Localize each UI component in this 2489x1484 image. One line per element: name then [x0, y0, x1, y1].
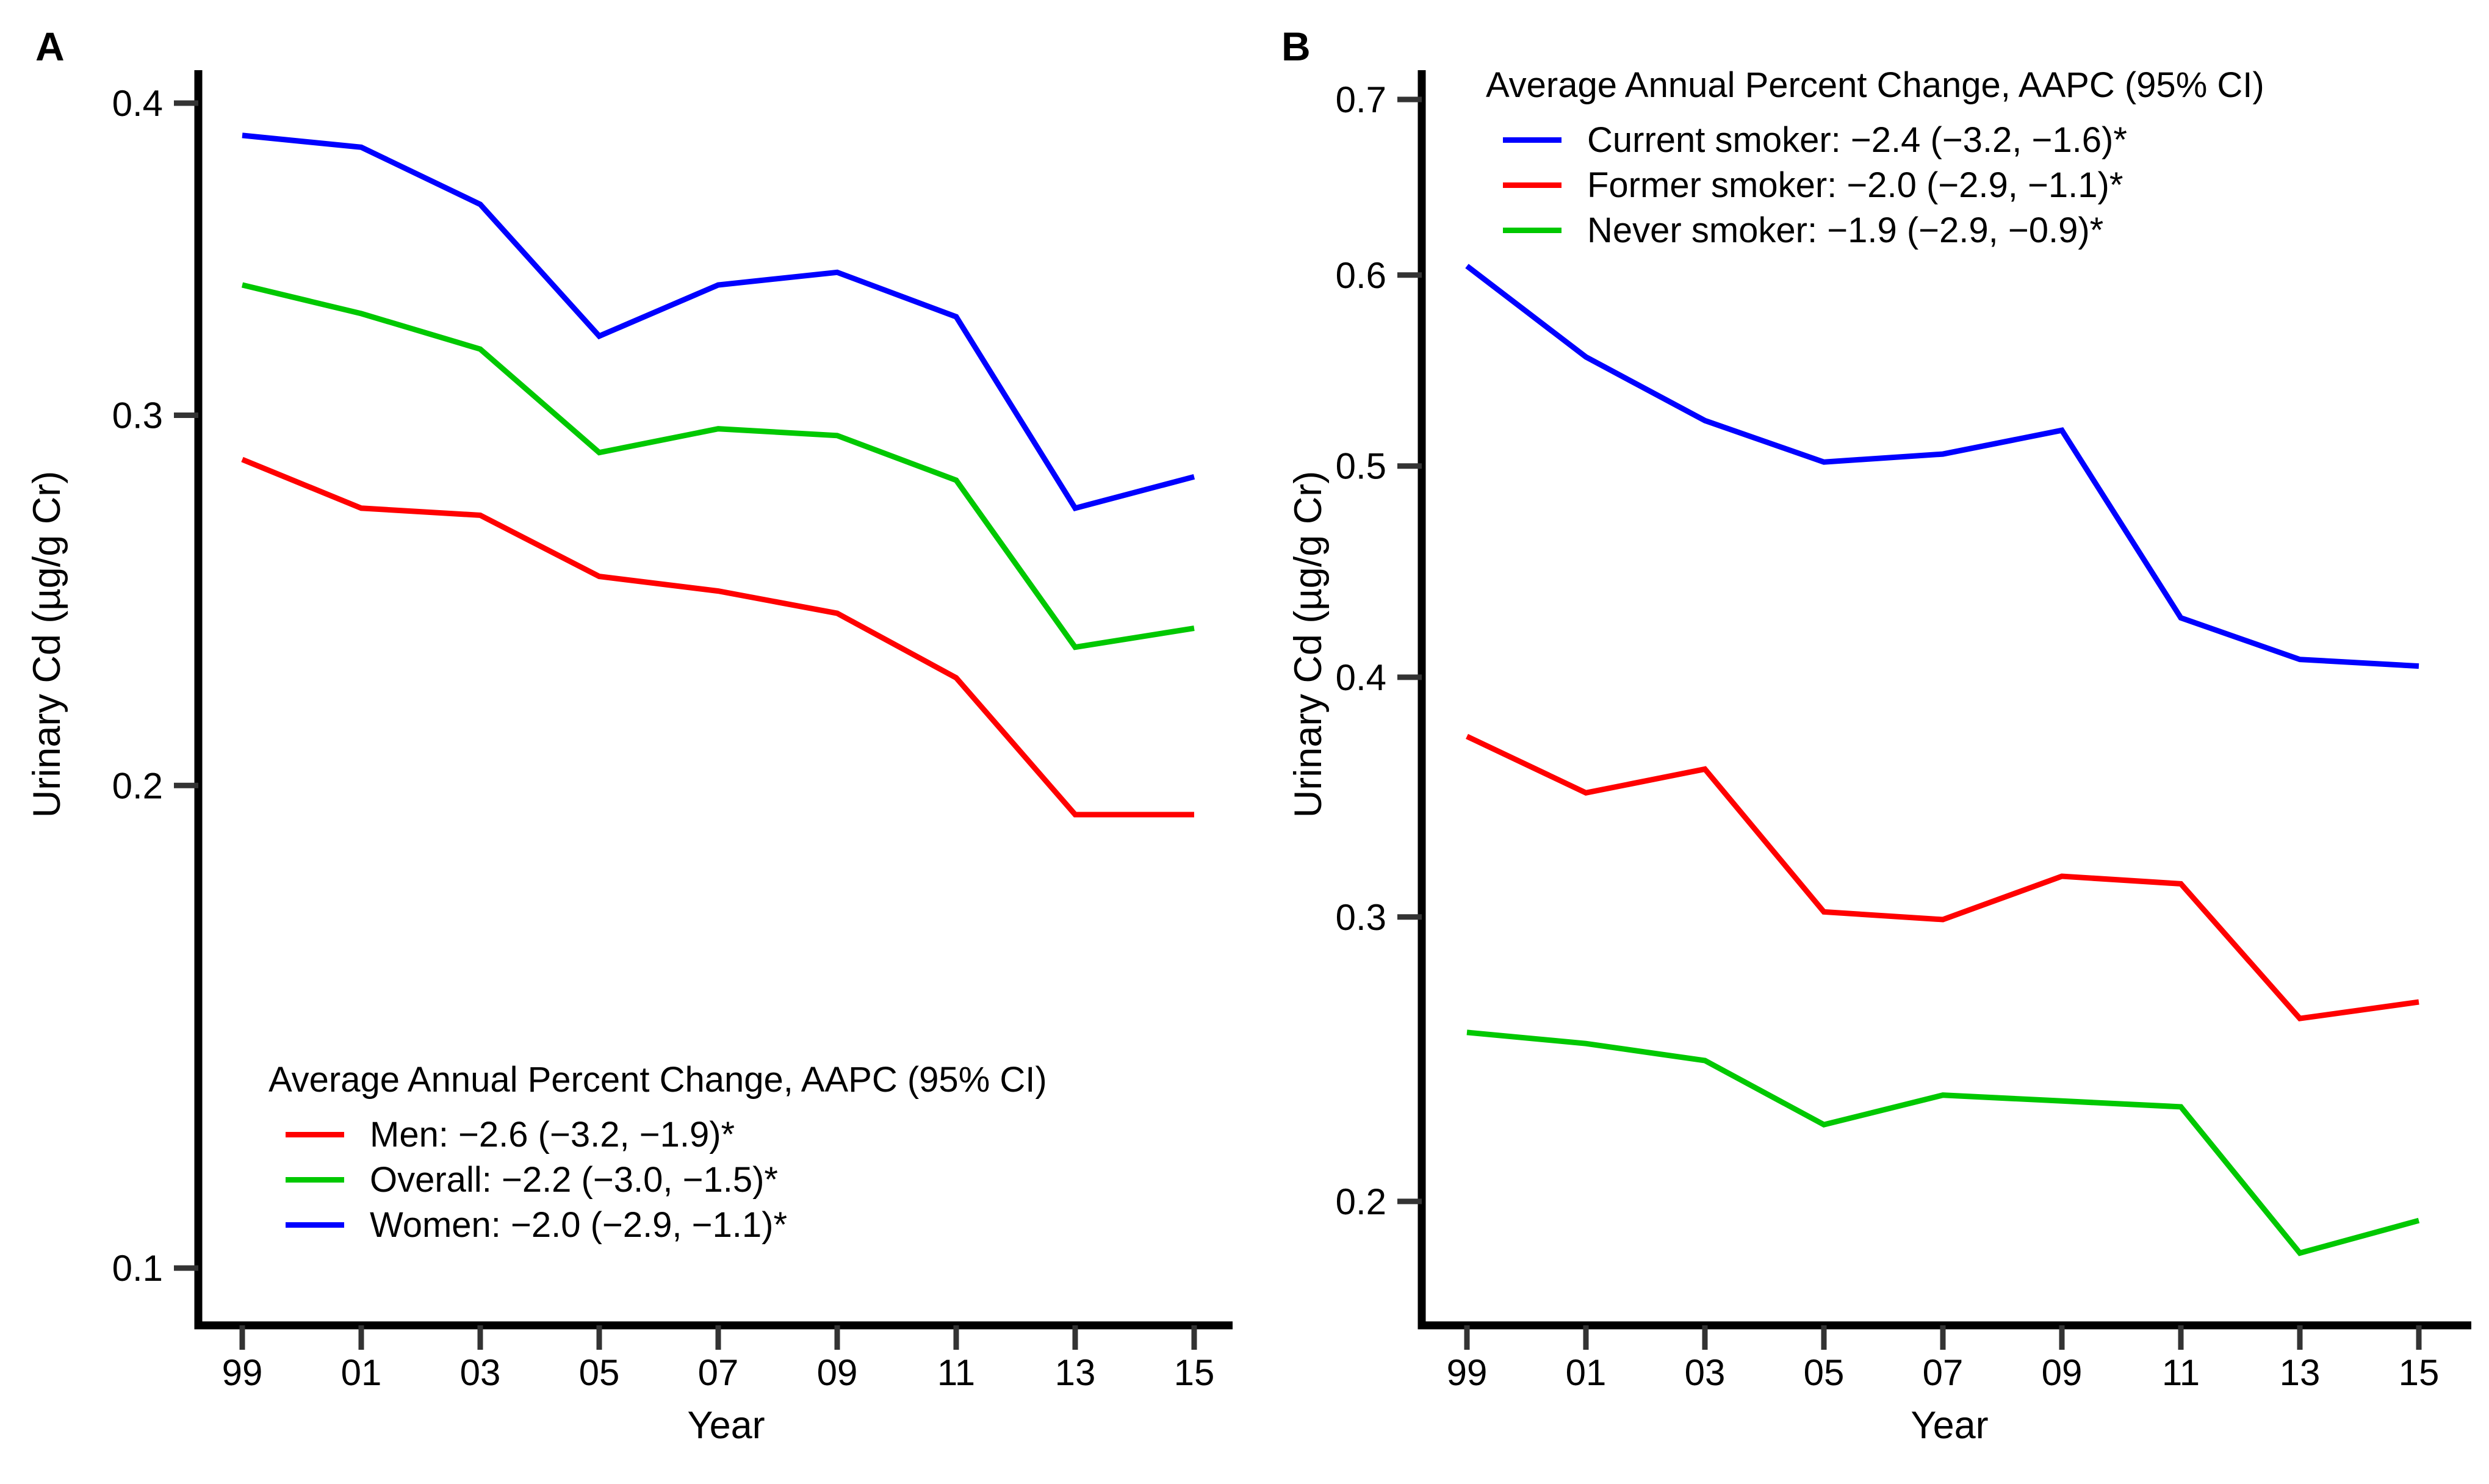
x-tick-label: 09 — [2042, 1352, 2083, 1393]
legend-item-current-smoker: Current smoker: −2.4 (−3.2, −1.6)* — [1486, 117, 2264, 162]
panel-b-letter: B — [1281, 24, 1311, 69]
legend-item-former-smoker: Former smoker: −2.0 (−2.9, −1.1)* — [1486, 162, 2264, 207]
x-tick-label: 13 — [2280, 1352, 2321, 1393]
x-tick-label: 07 — [1923, 1352, 1964, 1393]
x-tick-label: 11 — [2162, 1352, 2200, 1393]
x-tick-label: 99 — [1447, 1352, 1488, 1393]
x-tick-label: 15 — [1174, 1352, 1215, 1393]
legend-item-label: Never smoker: −1.9 (−2.9, −0.9)* — [1587, 210, 2104, 250]
panel-a-y-axis-title: Urinary Cd (µg/g Cr) — [26, 470, 68, 818]
y-tick-label: 0.4 — [112, 83, 163, 124]
legend-item-label: Former smoker: −2.0 (−2.9, −1.1)* — [1587, 165, 2123, 205]
x-tick-label: 01 — [1566, 1352, 1607, 1393]
series-line-never-smoker — [1466, 1029, 2420, 1256]
tick-marks — [1397, 96, 2422, 1350]
legend-item-never-smoker: Never smoker: −1.9 (−2.9, −0.9)* — [1486, 207, 2264, 253]
men-line-swatch — [286, 1131, 344, 1137]
y-tick-label: 0.4 — [1336, 657, 1386, 698]
current-smoker-line-swatch — [1503, 137, 1561, 143]
panel-b-legend: Average Annual Percent Change, AAPC (95%… — [1486, 63, 2264, 253]
legend-item-women: Women: −2.0 (−2.9, −1.1)* — [268, 1202, 1047, 1247]
x-tick-label: 01 — [341, 1352, 382, 1393]
tick-labels: 0.7 0.6 0.5 0.4 0.3 0.2 99 01 03 05 07 09 11 13 15 — [1336, 79, 2440, 1393]
x-tick-label: 09 — [817, 1352, 858, 1393]
legend-title: Average Annual Percent Change, AAPC (95%… — [268, 1060, 1047, 1100]
panel-a: 0.4 0.3 0.2 0.1 99 01 03 05 07 09 11 13 15 — [112, 70, 1233, 1393]
women-line-swatch — [286, 1222, 344, 1228]
former-smoker-line-swatch — [1503, 182, 1561, 188]
axes — [1417, 70, 2471, 1330]
panel-b-x-axis-title: Year — [1911, 1404, 1989, 1447]
legend-item-label: Men: −2.6 (−3.2, −1.9)* — [370, 1114, 735, 1154]
legend-item-label: Current smoker: −2.4 (−3.2, −1.6)* — [1587, 120, 2127, 160]
panel-a-legend: Average Annual Percent Change, AAPC (95%… — [268, 1058, 1047, 1247]
y-tick-label: 0.3 — [112, 395, 163, 436]
x-tick-label: 15 — [2399, 1352, 2440, 1393]
x-tick-label: 11 — [937, 1352, 975, 1393]
series-line-former-smoker — [1466, 733, 2419, 1021]
overall-line-swatch — [286, 1176, 344, 1183]
x-tick-label: 05 — [1804, 1352, 1845, 1393]
series-line-men — [241, 456, 1194, 818]
x-tick-label: 13 — [1055, 1352, 1096, 1393]
x-tick-label: 03 — [1685, 1352, 1726, 1393]
panel-b: 0.7 0.6 0.5 0.4 0.3 0.2 99 01 03 05 07 09 11 13 15 — [1336, 70, 2471, 1393]
series-line-women — [242, 132, 1195, 511]
legend-title: Average Annual Percent Change, AAPC (95%… — [1486, 65, 2264, 105]
legend-item-label: Overall: −2.2 (−3.0, −1.5)* — [370, 1159, 778, 1200]
series-line-current-smoker — [1465, 264, 2419, 669]
y-tick-label: 0.3 — [1336, 897, 1386, 938]
x-tick-label: 99 — [222, 1352, 263, 1393]
x-tick-label: 07 — [698, 1352, 739, 1393]
panel-a-letter: A — [35, 24, 65, 69]
legend-item-men: Men: −2.6 (−3.2, −1.9)* — [268, 1112, 1047, 1157]
x-tick-label: 03 — [460, 1352, 501, 1393]
y-tick-label: 0.7 — [1336, 79, 1386, 120]
legend-item-label: Women: −2.0 (−2.9, −1.1)* — [370, 1205, 788, 1245]
x-tick-label: 05 — [579, 1352, 620, 1393]
tick-marks — [174, 100, 1197, 1350]
panel-b-y-axis-title: Urinary Cd (µg/g Cr) — [1287, 470, 1330, 818]
tick-labels: 0.4 0.3 0.2 0.1 99 01 03 05 07 09 11 13 15 — [112, 83, 1215, 1393]
legend-item-overall: Overall: −2.2 (−3.0, −1.5)* — [268, 1157, 1047, 1202]
series-line-overall — [241, 282, 1195, 650]
axes — [194, 70, 1233, 1330]
y-tick-label: 0.2 — [112, 765, 163, 806]
y-tick-label: 0.1 — [112, 1248, 163, 1289]
y-tick-label: 0.6 — [1336, 255, 1386, 296]
panel-a-x-axis-title: Year — [687, 1404, 765, 1447]
y-tick-label: 0.2 — [1336, 1181, 1386, 1222]
y-tick-label: 0.5 — [1336, 446, 1386, 487]
never-smoker-line-swatch — [1503, 227, 1561, 233]
